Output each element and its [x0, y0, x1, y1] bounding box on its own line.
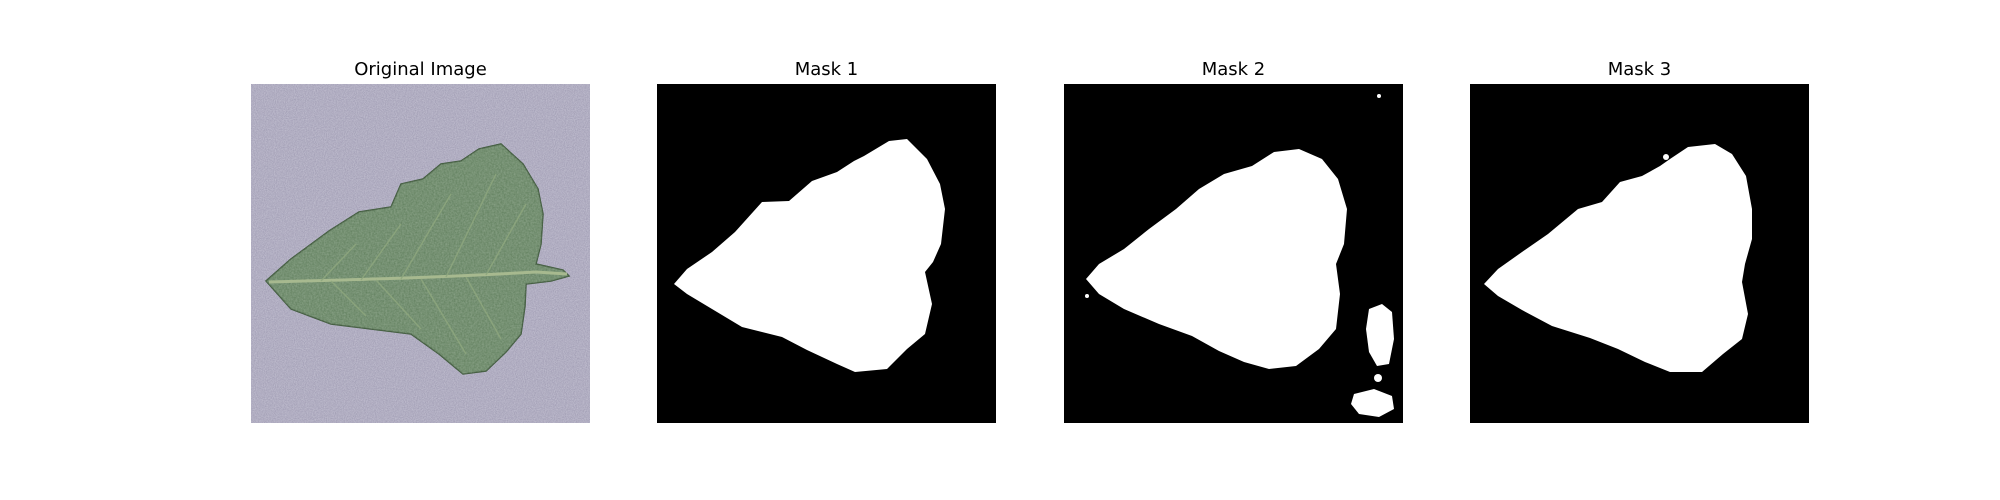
mask-region — [674, 139, 945, 372]
mask-noise-speck — [1377, 94, 1381, 98]
mask-region — [1086, 149, 1347, 369]
mask-noise-blob — [1351, 389, 1394, 417]
mask-3-image — [1470, 84, 1809, 423]
leaf-veins — [320, 173, 527, 355]
mask-noise-speck — [1374, 374, 1382, 382]
mask-region — [1484, 144, 1752, 372]
original-leaf-photo — [251, 84, 590, 423]
leaf-midrib — [268, 270, 568, 284]
leaf-texture — [266, 144, 569, 374]
mask-noise-speck — [1085, 294, 1089, 298]
panel-original-image: Original Image — [251, 0, 590, 500]
panel-mask-3: Mask 3 — [1470, 0, 1809, 500]
mask-2-image — [1064, 84, 1403, 423]
mask-noise-speck — [1663, 154, 1669, 160]
panel-title-mask-2: Mask 2 — [1201, 59, 1266, 80]
panel-mask-1: Mask 1 — [657, 0, 996, 500]
mask-1-image — [657, 84, 996, 423]
panel-mask-2: Mask 2 — [1064, 0, 1403, 500]
panel-title-mask-3: Mask 3 — [1607, 59, 1672, 80]
panel-title-mask-1: Mask 1 — [794, 59, 859, 80]
panel-title-original-image: Original Image — [354, 59, 487, 80]
mask-noise-blob — [1366, 304, 1394, 366]
